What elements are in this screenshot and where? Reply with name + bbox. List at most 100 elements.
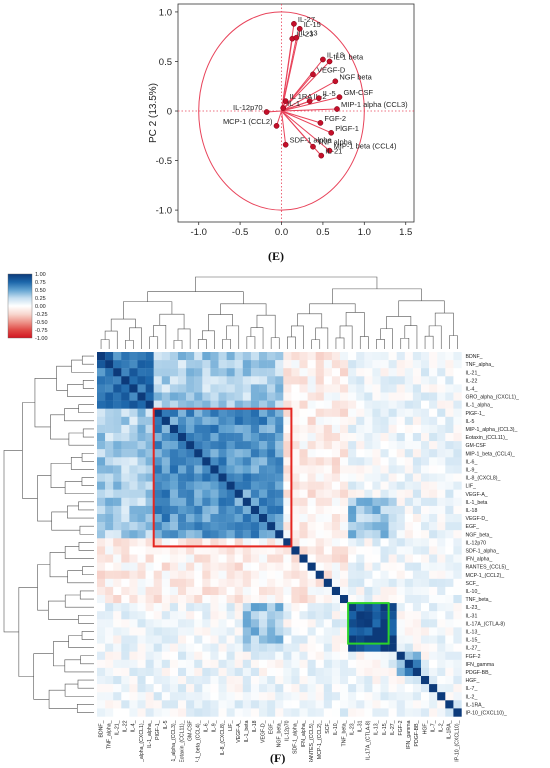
heatmap-cell [186,651,195,660]
heatmap-cell [97,433,106,442]
heatmap-cell [453,603,462,612]
heatmap-cell [259,514,268,523]
col-label: PDGF-BB_ [414,720,420,746]
heatmap-cell [323,489,333,498]
heatmap-cell [178,619,187,628]
heatmap-cell [186,441,195,450]
heatmap-cell [364,465,373,474]
heatmap-cell [259,522,268,531]
heatmap-cell [404,457,414,466]
row-label: MIP-1_alpha_(CCL3)_ [466,427,518,433]
heatmap-cell [429,530,438,539]
heatmap-cell [412,659,422,669]
heatmap-cell [145,360,154,369]
heatmap-cell [218,424,227,434]
heatmap-cell [323,465,333,474]
col-label: MCP-1_(CCL2)_ [317,720,323,759]
heatmap-cell [153,489,162,498]
heatmap-cell [259,457,268,466]
heatmap-cell [307,433,316,442]
heatmap-cell [259,700,268,709]
heatmap-cell [453,465,462,474]
heatmap-cell [380,676,389,685]
heatmap-cell [388,570,397,579]
heatmap-cell [275,360,284,369]
y-tick-label: -0.5 [156,156,172,167]
heatmap-cell [145,530,154,539]
heatmap-cell [97,441,106,450]
heatmap-cell [307,619,316,628]
heatmap-cell [429,449,438,458]
heatmap-cell [364,635,373,644]
heatmap-cell [210,530,219,539]
heatmap-cell [210,376,219,385]
heatmap-cell [404,562,414,571]
heatmap-cell [283,392,292,401]
heatmap-cell [145,376,154,385]
heatmap-cell [404,408,414,417]
heatmap-cell [178,530,187,539]
heatmap-cell [356,635,365,644]
heatmap-cell [137,376,146,385]
heatmap-cell [129,627,138,636]
dendrogram-branch-left [80,655,94,665]
heatmap-cell [412,586,422,596]
row-label: GRO_alpha_(CXCL1)_ [466,395,519,401]
heatmap-cell [250,400,260,409]
heatmap-cell [226,449,235,458]
heatmap-cell [210,481,219,490]
heatmap-cell [275,619,284,628]
heatmap-cell [234,360,243,369]
heatmap-cell [113,643,122,652]
heatmap-cell [372,473,381,482]
heatmap-cell [331,554,341,563]
heatmap-cell [137,635,146,644]
heatmap-cell [161,473,171,482]
heatmap-cell [218,530,227,539]
heatmap-cell [437,651,446,660]
col-label: IL-1RA_ [447,720,453,739]
row-label: GM-CSF [466,443,486,449]
heatmap-cell [315,465,324,474]
heatmap-cell [259,384,268,393]
heatmap-cell [250,433,260,442]
heatmap-cell [97,473,106,482]
heatmap-cell [429,627,438,636]
heatmap-cell [259,392,268,401]
heatmap-cell [129,692,138,701]
heatmap-cell [186,392,195,401]
heatmap-cell [250,514,260,523]
heatmap-cell [437,416,446,426]
heatmap-cell [129,441,138,450]
heatmap-cell [137,400,146,409]
heatmap-cell [283,700,292,709]
heatmap-cell [323,554,333,563]
heatmap-cell [299,611,308,620]
heatmap-cell [291,505,300,515]
heatmap-cell [137,416,146,426]
dendrogram-branch-left [64,659,94,673]
heatmap-cell [226,514,235,523]
heatmap-cell [348,586,357,596]
heatmap-cell [429,433,438,442]
heatmap-cell [323,595,333,604]
heatmap-cell [340,676,349,685]
heatmap-cell [307,595,316,604]
heatmap-cell [380,619,389,628]
heatmap-cell [153,635,162,644]
highlight-box-red [152,407,293,548]
heatmap-cell [291,538,300,547]
heatmap-cell [380,522,389,531]
heatmap-cell [259,562,268,571]
heatmap-cell [161,449,171,458]
heatmap-cell [396,392,405,401]
heatmap-cell [105,546,114,555]
heatmap-cell [307,635,316,644]
heatmap-cell [396,505,405,515]
heatmap-cell [105,676,114,685]
heatmap-cell [437,676,446,685]
heatmap-cell [178,667,187,677]
heatmap-cell [97,659,106,669]
heatmap-cell [380,627,389,636]
heatmap-cell [137,659,146,669]
